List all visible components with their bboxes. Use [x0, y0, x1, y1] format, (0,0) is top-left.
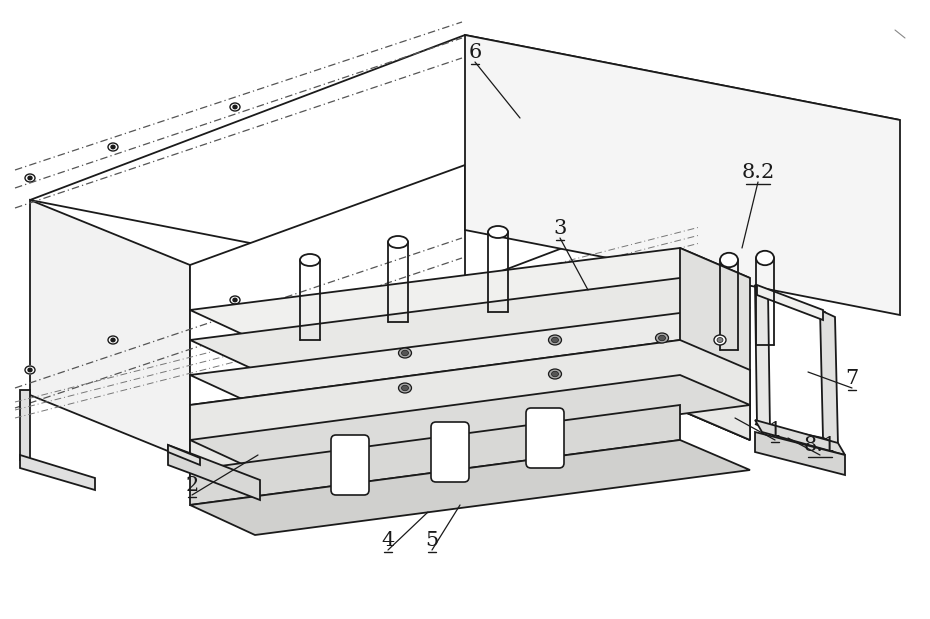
Polygon shape [30, 200, 190, 460]
Polygon shape [20, 390, 30, 460]
Text: 7: 7 [845, 369, 858, 388]
Ellipse shape [233, 105, 237, 109]
Ellipse shape [717, 337, 723, 342]
Ellipse shape [658, 335, 666, 340]
Text: 6: 6 [469, 43, 482, 62]
Text: 3: 3 [553, 219, 566, 238]
Ellipse shape [25, 174, 35, 182]
Text: 1: 1 [768, 421, 782, 440]
Polygon shape [190, 375, 750, 470]
Polygon shape [820, 310, 838, 445]
Polygon shape [190, 248, 750, 340]
Ellipse shape [230, 103, 240, 111]
Polygon shape [755, 432, 845, 475]
Polygon shape [680, 248, 750, 440]
Polygon shape [755, 420, 845, 455]
Ellipse shape [488, 226, 508, 238]
Ellipse shape [549, 369, 562, 379]
Ellipse shape [398, 383, 411, 393]
Text: 5: 5 [425, 531, 439, 550]
Polygon shape [190, 355, 465, 465]
Polygon shape [30, 35, 900, 285]
Polygon shape [755, 285, 828, 318]
Ellipse shape [300, 254, 320, 266]
FancyBboxPatch shape [431, 422, 469, 482]
Text: 4: 4 [381, 531, 394, 550]
Ellipse shape [402, 350, 408, 356]
Ellipse shape [551, 337, 559, 343]
Ellipse shape [111, 145, 115, 149]
Ellipse shape [233, 298, 237, 301]
Text: 2: 2 [185, 476, 199, 495]
Ellipse shape [656, 333, 669, 343]
Polygon shape [168, 445, 200, 465]
Ellipse shape [230, 296, 240, 304]
Polygon shape [465, 35, 900, 315]
Polygon shape [190, 340, 750, 475]
FancyBboxPatch shape [526, 408, 564, 468]
Polygon shape [190, 165, 465, 460]
Ellipse shape [549, 335, 562, 345]
Text: 8.2: 8.2 [741, 163, 775, 182]
Polygon shape [190, 405, 680, 505]
Ellipse shape [28, 368, 32, 372]
Polygon shape [757, 285, 823, 320]
Polygon shape [190, 313, 750, 405]
Ellipse shape [111, 338, 115, 342]
Polygon shape [190, 340, 750, 475]
Polygon shape [755, 285, 770, 430]
Ellipse shape [402, 385, 408, 391]
Polygon shape [168, 445, 260, 500]
Polygon shape [755, 424, 838, 445]
Ellipse shape [756, 251, 774, 265]
Polygon shape [190, 440, 750, 535]
Ellipse shape [108, 143, 118, 151]
Ellipse shape [25, 366, 35, 374]
Text: 8.1: 8.1 [804, 436, 837, 455]
Ellipse shape [388, 236, 408, 248]
Ellipse shape [720, 253, 738, 267]
Ellipse shape [714, 335, 726, 345]
FancyBboxPatch shape [331, 435, 369, 495]
Ellipse shape [28, 176, 32, 180]
Ellipse shape [551, 371, 559, 377]
Ellipse shape [108, 336, 118, 344]
Polygon shape [20, 455, 95, 490]
Ellipse shape [398, 348, 411, 358]
Polygon shape [190, 278, 750, 370]
